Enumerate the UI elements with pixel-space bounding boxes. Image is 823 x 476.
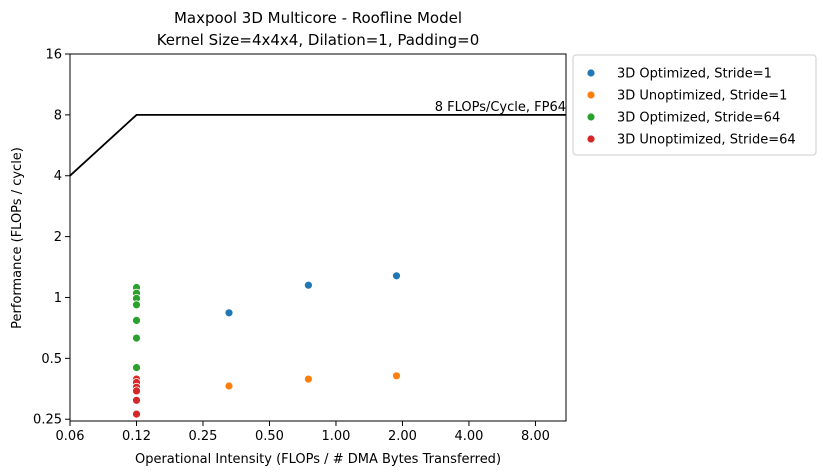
x-axis: 0.06 0.12 0.25 0.50 1.00 2.00 4.00 8.00 [56,421,550,444]
data-point [303,280,313,290]
data-point [392,371,401,381]
plot-frame [69,53,567,422]
x-axis-label: Operational Intensity (FLOPs / # DMA Byt… [135,452,501,467]
roofline-line [69,114,566,177]
y-tick-label: 0.5 [41,352,62,367]
legend-label: 3D Unoptimized, Stride=1 [617,89,787,104]
legend-box [572,54,817,156]
legend-marker [586,90,596,100]
y-tick-label: 2 [54,230,62,245]
y-tick-label: 16 [45,48,62,63]
x-tick-label: 0.12 [122,429,151,444]
x-tick-label: 0.25 [189,429,218,444]
x-tick-label: 2.00 [388,429,417,444]
y-tick-label: 0.25 [33,413,62,428]
legend-marker [586,68,596,78]
y-tick-label: 1 [54,291,62,306]
data-point [303,374,313,384]
legend-label: 3D Optimized, Stride=64 [617,111,780,126]
x-tick-label: 8.00 [521,429,550,444]
legend-marker [586,134,596,144]
x-tick-label: 1.00 [321,429,350,444]
y-tick-label: 4 [54,169,62,184]
chart-title: Maxpool 3D Multicore - Roofline Model [174,9,462,27]
data-point [132,409,141,419]
data-point [132,395,141,405]
legend-label: 3D Unoptimized, Stride=64 [617,133,796,148]
data-point [132,363,141,373]
data-point [132,333,141,343]
x-tick-label: 0.06 [56,429,85,444]
data-point [132,386,141,396]
x-tick-label: 4.00 [454,429,483,444]
y-tick-label: 8 [54,108,62,123]
plot-area: 8 FLOPs/Cycle, FP64 [69,100,566,419]
data-point [392,271,401,281]
legend-marker [586,112,596,122]
y-axis: 0.25 0.5 1 2 4 8 16 [33,48,70,428]
data-point [224,381,234,391]
chart-subtitle: Kernel Size=4x4x4, Dilation=1, Padding=0 [157,31,480,49]
data-point [132,315,141,325]
legend: 3D Optimized, Stride=1 3D Unoptimized, St… [572,54,817,156]
data-point [132,300,141,310]
roofline-label: 8 FLOPs/Cycle, FP64 [435,100,566,115]
x-tick-label: 0.50 [255,429,284,444]
y-axis-label: Performance (FLOPs / cycle) [10,147,25,329]
legend-label: 3D Optimized, Stride=1 [617,67,772,82]
data-point [224,308,234,318]
